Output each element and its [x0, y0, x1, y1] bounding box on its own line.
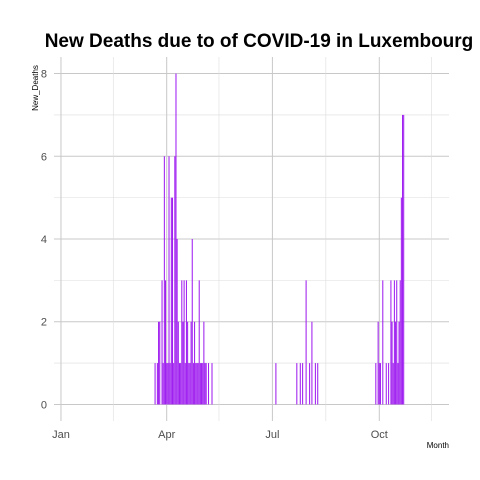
- bar: [378, 363, 380, 405]
- bar: [174, 156, 176, 405]
- bar: [302, 363, 304, 405]
- bar: [159, 321, 161, 405]
- bar: [178, 363, 180, 405]
- bar: [296, 363, 298, 405]
- y-tick-labels: 0 2 4 6 8: [41, 69, 47, 412]
- bar: [393, 280, 395, 405]
- bar: [191, 239, 193, 405]
- x-tick-label: Jul: [265, 429, 279, 441]
- bar: [398, 321, 400, 405]
- bar: [207, 363, 210, 405]
- bar: [204, 363, 206, 405]
- y-tick-label: 4: [41, 234, 47, 246]
- bar: [399, 280, 401, 405]
- bar: [202, 363, 204, 405]
- bar: [396, 280, 398, 405]
- x-tick-label: Apr: [158, 429, 175, 441]
- x-axis-label: Month: [427, 441, 449, 450]
- y-tick-label: 6: [41, 151, 47, 163]
- bar: [299, 363, 301, 405]
- bar: [201, 363, 203, 405]
- bar: [205, 363, 207, 405]
- bar: [170, 197, 172, 405]
- bar: [176, 239, 178, 405]
- bar: [163, 156, 165, 405]
- bar: [309, 363, 311, 405]
- x-tick-label: Oct: [371, 429, 388, 441]
- bar-series: [154, 73, 405, 405]
- bar: [177, 321, 179, 405]
- x-tick-label: Jan: [52, 429, 70, 441]
- bar: [188, 363, 190, 405]
- y-tick-label: 0: [41, 399, 47, 411]
- y-tick-label: 2: [41, 317, 47, 329]
- bar: [317, 363, 319, 405]
- bar: [197, 363, 199, 405]
- bar: [168, 156, 170, 405]
- bar: [162, 363, 164, 405]
- bar: [195, 363, 197, 405]
- bar: [154, 363, 156, 405]
- bar: [390, 280, 392, 405]
- bar: [158, 321, 160, 405]
- bar: [388, 363, 390, 405]
- bar: [175, 73, 177, 405]
- bar: [190, 321, 192, 405]
- bar: [382, 280, 384, 405]
- bar: [182, 321, 184, 405]
- bar: [275, 363, 277, 405]
- bar: [166, 363, 168, 405]
- bar: [392, 363, 394, 405]
- bar: [199, 363, 201, 405]
- bar: [395, 321, 397, 405]
- bar: [211, 363, 213, 405]
- bar: [375, 363, 377, 405]
- bar: [305, 280, 307, 405]
- bar: [385, 363, 387, 405]
- bar: [198, 280, 200, 405]
- bar: [185, 280, 187, 405]
- bar: [194, 321, 196, 405]
- bar: [397, 363, 399, 405]
- bar: [169, 363, 171, 405]
- x-tick-labels: Jan Apr Jul Oct: [52, 429, 388, 441]
- bar: [377, 321, 379, 405]
- bar: [203, 321, 205, 405]
- bar: [391, 321, 393, 405]
- bar: [311, 321, 313, 405]
- bar: [402, 114, 404, 405]
- bar: [189, 363, 191, 405]
- y-axis-label: New_Deaths: [31, 65, 40, 111]
- bar: [156, 363, 158, 405]
- plot-grid: [54, 57, 449, 421]
- y-tick-label: 8: [41, 69, 47, 81]
- bar: [187, 321, 189, 405]
- bar: [192, 363, 194, 405]
- bar: [379, 363, 381, 405]
- bar: [196, 363, 198, 405]
- bar: [181, 280, 183, 405]
- bar: [400, 197, 402, 405]
- bar: [180, 363, 182, 405]
- bar: [183, 280, 185, 405]
- bar: [403, 114, 405, 405]
- bar: [173, 363, 175, 405]
- bar: [165, 280, 167, 405]
- bar: [171, 197, 174, 405]
- bar: [314, 363, 316, 405]
- bar: [161, 280, 163, 405]
- bar: [184, 363, 186, 405]
- chart-title: New Deaths due to of COVID-19 in Luxembo…: [45, 31, 474, 52]
- bar: [167, 363, 169, 405]
